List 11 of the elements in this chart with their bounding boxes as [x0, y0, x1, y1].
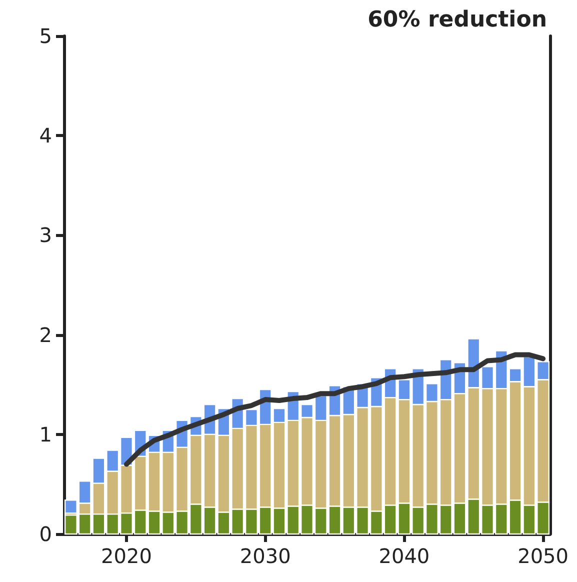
chart-title: 60% reduction [368, 8, 547, 32]
y-tick-label: 2 [39, 322, 52, 347]
x-tick-label: 2050 [518, 544, 569, 568]
y-tick-label: 3 [39, 223, 52, 248]
y-tick-label: 4 [39, 124, 52, 148]
x-tick-label: 2030 [240, 544, 291, 568]
x-tick-label: 2020 [101, 544, 152, 568]
y-tick-label: 5 [39, 24, 52, 48]
y-tick-label: 0 [39, 522, 52, 546]
x-tick-label: 2040 [378, 544, 430, 568]
y-tick-label: 1 [39, 422, 52, 446]
